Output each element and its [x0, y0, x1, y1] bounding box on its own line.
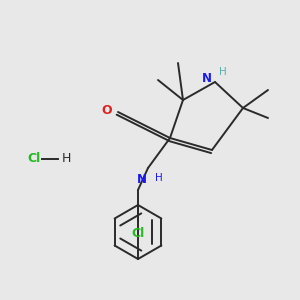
Text: Cl: Cl [27, 152, 40, 166]
Text: H: H [155, 173, 163, 183]
Text: N: N [202, 71, 212, 85]
Text: N: N [137, 173, 147, 186]
Text: Cl: Cl [131, 227, 145, 240]
Text: H: H [62, 152, 71, 166]
Text: O: O [101, 103, 112, 116]
Text: H: H [219, 67, 227, 77]
